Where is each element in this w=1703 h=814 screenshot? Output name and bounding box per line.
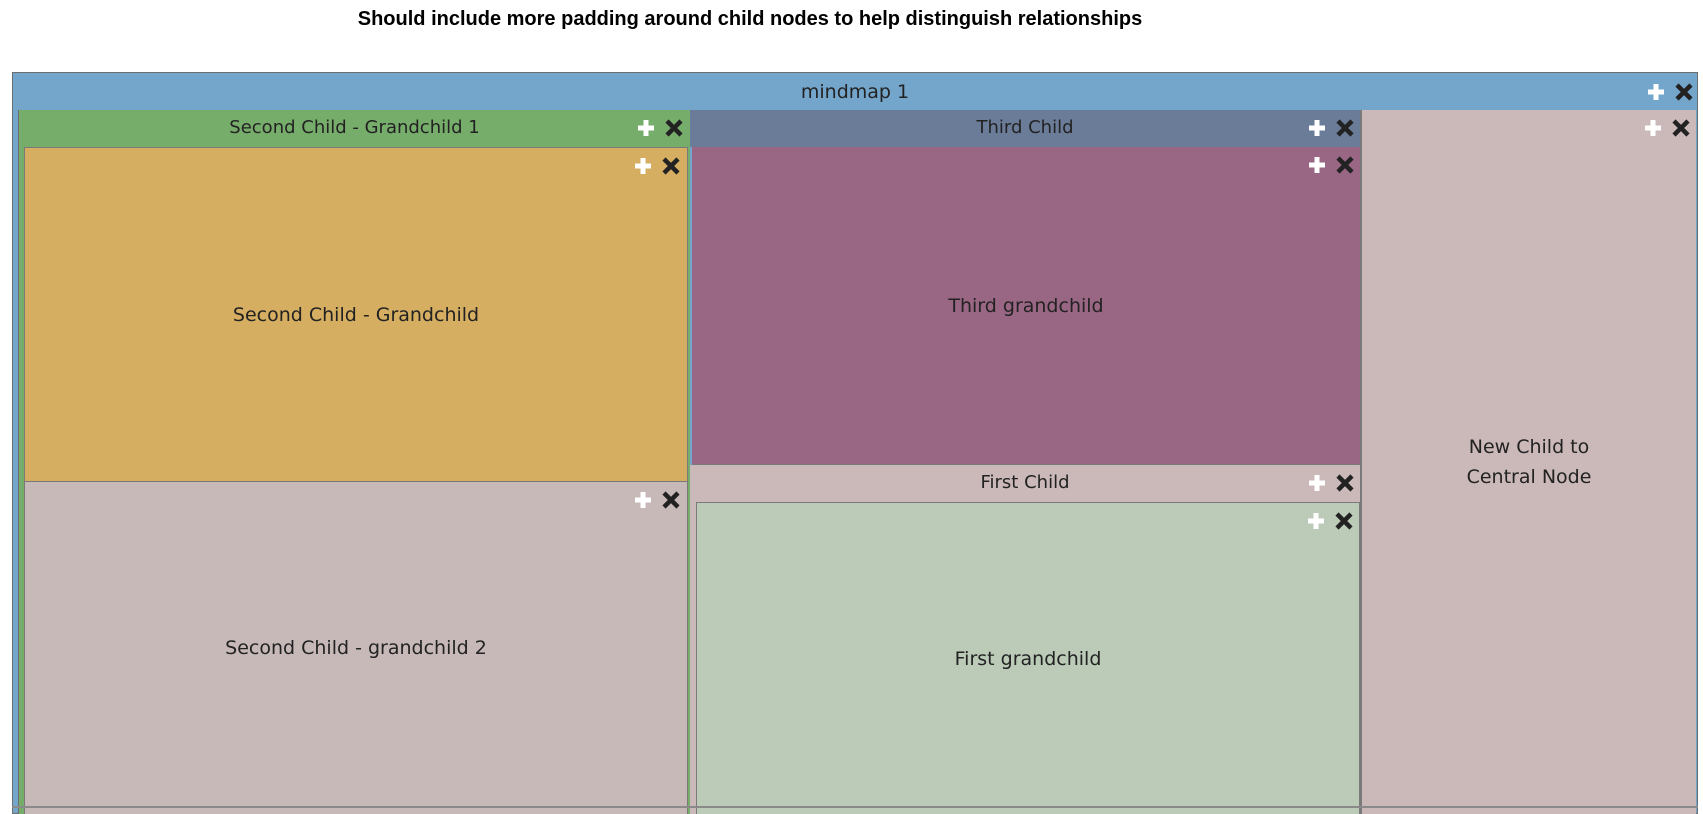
first-grandchild-actions [1305,510,1355,532]
plus-icon[interactable] [1305,510,1327,532]
third-grandchild-node[interactable]: Third grandchild [692,147,1360,465]
close-icon[interactable] [1334,154,1356,176]
first-child-actions [1306,472,1356,494]
close-icon[interactable] [660,489,682,511]
grandchild-1-label[interactable]: Second Child - Grandchild [232,303,480,326]
grandchild-2-label[interactable]: Second Child - grandchild 2 [225,637,487,659]
bottom-border [12,806,1698,808]
new-child-label[interactable]: New Child to Central Node [1362,432,1696,492]
close-icon[interactable] [1673,81,1695,103]
close-icon[interactable] [663,117,685,139]
first-grandchild-label[interactable]: First grandchild [954,647,1102,670]
close-icon[interactable] [1334,117,1356,139]
close-icon[interactable] [1333,510,1355,532]
root-node-title[interactable]: mindmap 1 [800,81,910,103]
close-icon[interactable] [660,155,682,177]
grandchild-1-actions [632,155,682,177]
third-child-title[interactable]: Third Child [976,117,1074,138]
page-banner: Should include more padding around child… [357,8,1143,30]
plus-icon[interactable] [1645,81,1667,103]
new-child-label-line-2: Central Node [1466,466,1592,488]
third-grandchild-label[interactable]: Third grandchild [948,294,1104,317]
plus-icon[interactable] [1306,472,1328,494]
grandchild-2-actions [632,489,682,511]
third-grandchild-actions [1306,154,1356,176]
second-child-title[interactable]: Second Child - Grandchild 1 [229,117,480,138]
close-icon[interactable] [1334,472,1356,494]
new-child-label-line-1: New Child to [1468,436,1590,458]
second-child-actions [635,117,685,139]
second-child-grandchild-1-node[interactable]: Second Child - Grandchild [24,147,688,482]
first-child-title[interactable]: First Child [980,472,1070,493]
first-grandchild-node[interactable]: First grandchild [696,502,1360,814]
new-child-node[interactable]: New Child to Central Node [1360,110,1696,814]
root-node-actions [1645,81,1695,103]
close-icon[interactable] [1670,117,1692,139]
third-child-node[interactable]: Third Child [690,110,1360,147]
plus-icon[interactable] [1642,117,1664,139]
second-child-grandchild-2-node[interactable]: Second Child - grandchild 2 [24,482,688,814]
plus-icon[interactable] [1306,154,1328,176]
third-child-actions [1306,117,1356,139]
plus-icon[interactable] [635,117,657,139]
plus-icon[interactable] [632,489,654,511]
plus-icon[interactable] [632,155,654,177]
plus-icon[interactable] [1306,117,1328,139]
new-child-actions [1642,117,1692,139]
